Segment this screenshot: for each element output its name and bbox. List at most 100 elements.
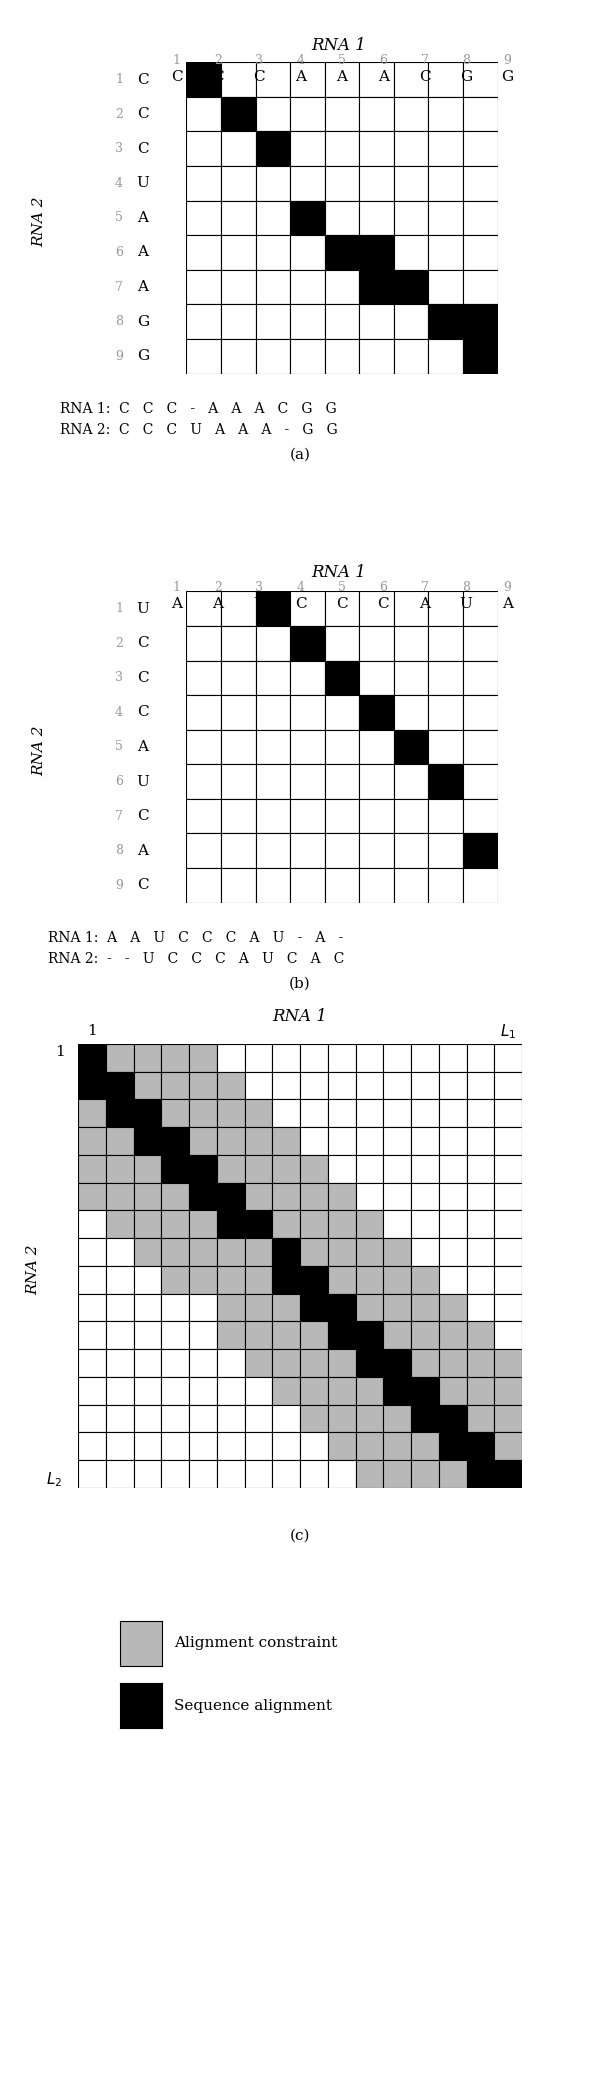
Bar	[245, 1266, 272, 1293]
Text: A: A	[137, 245, 148, 259]
Bar	[78, 1044, 106, 1071]
Bar	[494, 1266, 522, 1293]
Text: C: C	[137, 878, 149, 892]
Bar	[359, 695, 394, 730]
Text: 3: 3	[115, 672, 123, 685]
Bar	[463, 834, 497, 867]
Bar	[394, 799, 428, 834]
Bar	[189, 1156, 217, 1183]
Bar	[328, 1349, 355, 1376]
Bar	[439, 1127, 467, 1156]
Bar	[325, 234, 359, 270]
Bar	[217, 1322, 245, 1349]
Text: 1: 1	[55, 1046, 65, 1058]
Bar	[78, 1210, 106, 1239]
Bar	[383, 1349, 411, 1376]
Bar	[217, 1044, 245, 1071]
Bar	[355, 1349, 383, 1376]
Bar	[290, 131, 325, 166]
Bar	[467, 1405, 494, 1432]
Bar	[394, 695, 428, 730]
Bar	[221, 131, 256, 166]
Bar	[161, 1100, 189, 1127]
Bar	[245, 1405, 272, 1432]
Bar	[187, 627, 221, 660]
Bar	[161, 1239, 189, 1266]
Bar	[245, 1100, 272, 1127]
Bar	[439, 1071, 467, 1100]
Bar	[256, 591, 290, 627]
Bar	[359, 627, 394, 660]
Bar	[245, 1376, 272, 1405]
Bar	[411, 1100, 439, 1127]
Bar	[359, 730, 394, 764]
Bar	[411, 1239, 439, 1266]
Bar	[439, 1183, 467, 1210]
Bar	[359, 867, 394, 903]
Bar	[494, 1376, 522, 1405]
Text: 3: 3	[256, 581, 263, 593]
Bar	[411, 1461, 439, 1488]
Text: (c): (c)	[290, 1529, 310, 1542]
Bar	[355, 1405, 383, 1432]
Bar	[78, 1156, 106, 1183]
Bar	[300, 1156, 328, 1183]
Bar	[494, 1293, 522, 1322]
Bar	[221, 166, 256, 201]
Bar	[256, 305, 290, 338]
Text: A: A	[337, 71, 347, 83]
Bar	[78, 1183, 106, 1210]
Bar	[245, 1156, 272, 1183]
Bar	[467, 1322, 494, 1349]
Bar	[290, 764, 325, 799]
Bar	[300, 1071, 328, 1100]
Bar	[221, 695, 256, 730]
Bar	[256, 270, 290, 305]
Bar	[328, 1239, 355, 1266]
Bar	[394, 867, 428, 903]
Bar	[325, 834, 359, 867]
Bar	[494, 1100, 522, 1127]
Bar	[355, 1239, 383, 1266]
Bar	[394, 131, 428, 166]
Bar	[272, 1293, 300, 1322]
Bar	[428, 234, 463, 270]
Bar	[439, 1376, 467, 1405]
Bar	[325, 201, 359, 234]
Bar	[428, 201, 463, 234]
Bar	[187, 591, 221, 627]
Text: 5: 5	[338, 54, 346, 66]
Bar	[394, 660, 428, 695]
Text: 5: 5	[115, 741, 123, 753]
Bar	[300, 1183, 328, 1210]
Bar	[463, 799, 497, 834]
Bar	[290, 234, 325, 270]
Bar	[133, 1100, 161, 1127]
Text: RNA 1:  C   C   C   -   A   A   A   C   G   G: RNA 1: C C C - A A A C G G	[60, 403, 337, 415]
Bar	[217, 1100, 245, 1127]
Bar	[272, 1266, 300, 1293]
Text: RNA 1:  A   A   U   C   C   C   A   U   -   A   -: RNA 1: A A U C C C A U - A -	[48, 932, 343, 944]
Text: A: A	[378, 71, 389, 83]
Bar	[355, 1322, 383, 1349]
Bar	[359, 591, 394, 627]
Bar	[359, 764, 394, 799]
Bar	[439, 1044, 467, 1071]
Bar	[221, 627, 256, 660]
Bar	[106, 1127, 133, 1156]
Bar	[325, 305, 359, 338]
Bar	[359, 799, 394, 834]
Bar	[411, 1349, 439, 1376]
Bar	[359, 234, 394, 270]
Bar	[217, 1266, 245, 1293]
Bar	[300, 1376, 328, 1405]
Bar	[272, 1432, 300, 1461]
Bar	[467, 1349, 494, 1376]
Bar	[221, 62, 256, 98]
Bar	[394, 201, 428, 234]
Text: 8: 8	[115, 315, 123, 328]
Bar	[272, 1405, 300, 1432]
Bar	[325, 799, 359, 834]
Bar	[106, 1376, 133, 1405]
Bar	[300, 1461, 328, 1488]
